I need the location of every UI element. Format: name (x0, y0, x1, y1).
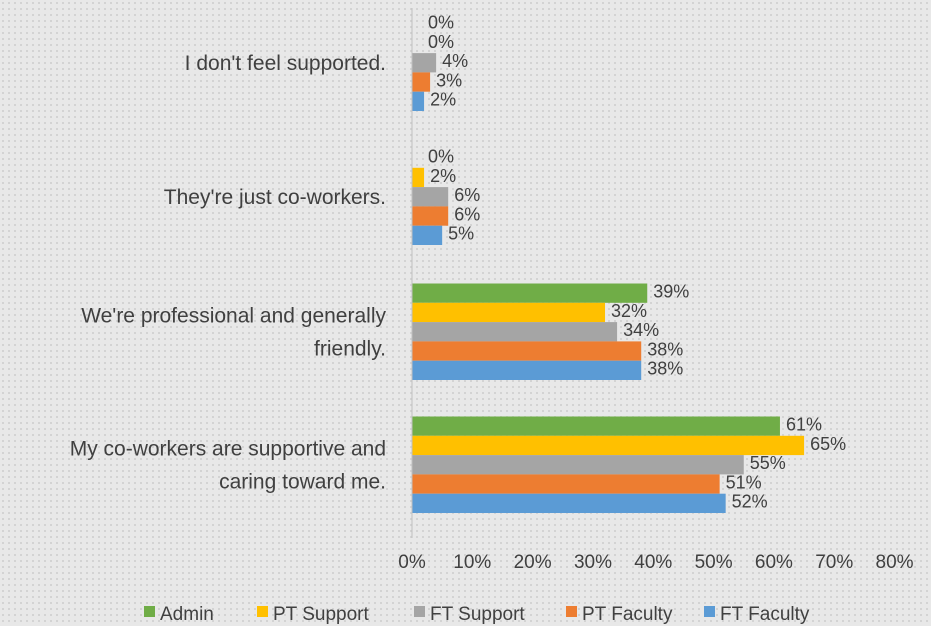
x-tick-label: 40% (634, 552, 672, 573)
x-tick-label: 0% (398, 552, 426, 573)
data-label: 2% (430, 166, 456, 186)
x-tick-label: 70% (815, 552, 853, 573)
data-label: 0% (428, 147, 454, 167)
bar-ft-faculty (412, 91, 425, 111)
bar-pt-faculty (412, 474, 720, 494)
category-label: friendly. (314, 337, 386, 360)
x-tick-label: 30% (574, 552, 612, 573)
bar-ft-support (412, 322, 618, 342)
legend-label: Admin (160, 604, 214, 625)
x-tick-label: 10% (453, 552, 491, 573)
legend-item-ft-faculty: FT Faculty (704, 604, 810, 625)
legend-label: PT Support (273, 604, 369, 625)
data-label: 3% (436, 70, 462, 90)
bar-ft-support (412, 455, 744, 475)
category-label: We're professional and generally (81, 304, 386, 327)
legend-swatch (257, 606, 268, 617)
data-label: 4% (442, 51, 468, 71)
bar-admin (412, 416, 780, 436)
data-label: 6% (454, 185, 480, 205)
data-label: 38% (647, 339, 683, 359)
bar-ft-support (412, 187, 449, 207)
x-tick-label: 50% (695, 552, 733, 573)
bar-pt-faculty (412, 341, 642, 361)
category-label: My co-workers are supportive and (70, 437, 386, 460)
bar-ft-faculty (412, 493, 726, 513)
bar-pt-support (412, 302, 606, 323)
bar-ft-faculty (412, 360, 642, 380)
bar-ft-support (412, 53, 437, 73)
legend-label: FT Support (430, 604, 525, 625)
legend-item-ft-support: FT Support (414, 604, 525, 625)
data-labels-layer: 61%65%55%51%52%39%32%34%38%38%0%2%6%6%5%… (428, 13, 846, 512)
category-label: caring toward me. (219, 470, 386, 493)
bar-pt-faculty (412, 206, 449, 226)
data-label: 52% (732, 492, 768, 512)
data-label: 51% (726, 472, 762, 492)
bar-pt-support (412, 435, 805, 456)
data-label: 0% (428, 32, 454, 52)
category-label: I don't feel supported. (185, 52, 386, 75)
data-label: 0% (428, 13, 454, 33)
bars-layer (412, 53, 805, 513)
legend-swatch (414, 606, 425, 617)
category-label: They're just co-workers. (164, 186, 386, 209)
x-tick-label: 20% (514, 552, 552, 573)
data-label: 61% (786, 415, 822, 435)
bar-ft-faculty (412, 225, 443, 245)
legend-swatch (704, 606, 715, 617)
category-labels: My co-workers are supportive and caring t… (70, 52, 387, 494)
bar-pt-support (412, 167, 425, 188)
x-tick-label: 80% (876, 552, 914, 573)
legend: Admin PT Support FT Support PT Faculty FT Fa… (144, 604, 810, 625)
data-label: 39% (653, 282, 689, 302)
x-tick-label: 60% (755, 552, 793, 573)
legend-swatch (144, 606, 155, 617)
data-label: 65% (810, 434, 846, 454)
data-label: 2% (430, 90, 456, 110)
legend-item-pt-faculty: PT Faculty (566, 604, 673, 625)
data-label: 6% (454, 204, 480, 224)
data-label: 34% (623, 320, 659, 340)
data-label: 32% (611, 301, 647, 321)
bar-admin (412, 283, 648, 303)
data-label: 38% (647, 359, 683, 379)
data-label: 55% (750, 453, 786, 473)
data-label: 5% (448, 224, 474, 244)
legend-item-admin: Admin (144, 604, 214, 625)
bar-pt-faculty (412, 72, 431, 92)
x-axis-tick-labels: 0% 10% 20% 30% 40% 50% 60% 70% 80% (398, 552, 913, 573)
legend-label: FT Faculty (720, 604, 810, 625)
legend-label: PT Faculty (582, 604, 673, 625)
legend-swatch (566, 606, 577, 617)
legend-item-pt-support: PT Support (257, 604, 369, 625)
